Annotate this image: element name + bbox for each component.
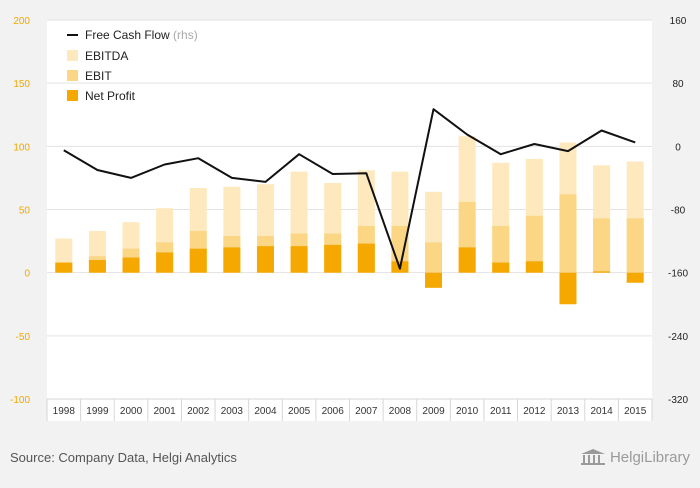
x-axis-tick-label: 2010 [456, 406, 479, 417]
bar-ebit [626, 218, 644, 273]
x-axis-tick-label: 2003 [221, 406, 244, 417]
right-axis-tick-label: 80 [672, 79, 684, 90]
library-building-icon [580, 449, 605, 465]
bar-net-profit [458, 247, 476, 273]
bar-net-profit [626, 272, 644, 283]
x-axis-tick-label: 2008 [389, 406, 412, 417]
bar-net-profit [425, 272, 443, 288]
bar-net-profit [156, 252, 174, 273]
bar-net-profit [223, 247, 241, 273]
x-axis-tick-label: 2015 [624, 406, 647, 417]
series-line-free-cash-flow [63, 108, 636, 270]
source-note: Source: Company Data, Helgi Analytics [10, 450, 237, 465]
x-axis-tick-label: 2009 [422, 406, 445, 417]
bar-net-profit [492, 262, 510, 273]
plot-area [47, 20, 652, 421]
right-axis-tick-label: 160 [670, 16, 687, 27]
right-axis-tick-label: -320 [668, 395, 688, 406]
x-axis-tick-label: 2014 [590, 406, 613, 417]
right-axis-tick-label: -80 [671, 206, 686, 217]
bar-ebit [593, 218, 611, 273]
bar-net-profit [525, 261, 543, 273]
bar-net-profit [189, 248, 207, 273]
brand-logo: HelgiLibrary [580, 448, 690, 466]
bar-net-profit [559, 272, 577, 305]
left-axis-tick-label: 200 [13, 16, 30, 27]
x-axis-tick-label: 2013 [557, 406, 580, 417]
left-axis-tick-label: 150 [13, 79, 30, 90]
legend-swatch-ebit [67, 70, 78, 81]
bar-ebit [425, 242, 443, 273]
bar-ebit [559, 194, 577, 273]
left-axis-tick-label: -50 [16, 332, 31, 343]
x-axis-tick-label: 2005 [288, 406, 311, 417]
legend-label-net-profit: Net Profit [85, 89, 136, 103]
bar-ebit [492, 225, 510, 273]
x-axis-tick-label: 2012 [523, 406, 546, 417]
left-axis-tick-label: 50 [19, 206, 31, 217]
bar-net-profit [290, 246, 308, 273]
x-axis-tick-label: 2011 [490, 406, 512, 417]
legend-label-ebit: EBIT [85, 69, 112, 83]
legend-swatch-net-profit [67, 90, 78, 101]
bar-net-profit [593, 271, 611, 273]
bar-net-profit [357, 243, 375, 273]
right-axis-tick-label: 0 [675, 142, 681, 153]
bar-ebit [525, 215, 543, 273]
left-axis-tick-label: 0 [24, 269, 30, 280]
x-axis-tick-label: 2000 [120, 406, 143, 417]
legend-label-ebitda: EBITDA [85, 49, 128, 63]
right-axis-tick-label: -160 [668, 269, 688, 280]
left-axis-tick-label: -100 [10, 395, 30, 406]
right-axis-tick-label: -240 [668, 332, 688, 343]
bar-net-profit [324, 244, 342, 273]
x-axis-tick-label: 2006 [322, 406, 345, 417]
brand-name: HelgiLibrary [609, 448, 690, 466]
legend-label-suffix: (rhs) [173, 28, 198, 42]
x-axis-tick-label: 1998 [53, 406, 76, 417]
legend-label-free-cash-flow: Free Cash Flow (rhs) [85, 28, 198, 42]
legend-swatch-ebitda [67, 50, 78, 61]
x-axis-tick-label: 1999 [86, 406, 109, 417]
bar-net-profit [55, 262, 73, 273]
bar-ebit [391, 225, 409, 273]
left-axis-tick-label: 100 [13, 142, 30, 153]
x-axis-tick-label: 2004 [254, 406, 277, 417]
x-axis-tick-label: 2001 [154, 406, 177, 417]
x-axis-tick-label: 2007 [355, 406, 378, 417]
bar-net-profit [88, 260, 106, 273]
bar-net-profit [256, 246, 274, 273]
bar-net-profit [122, 257, 140, 273]
x-axis-tick-label: 2002 [187, 406, 210, 417]
